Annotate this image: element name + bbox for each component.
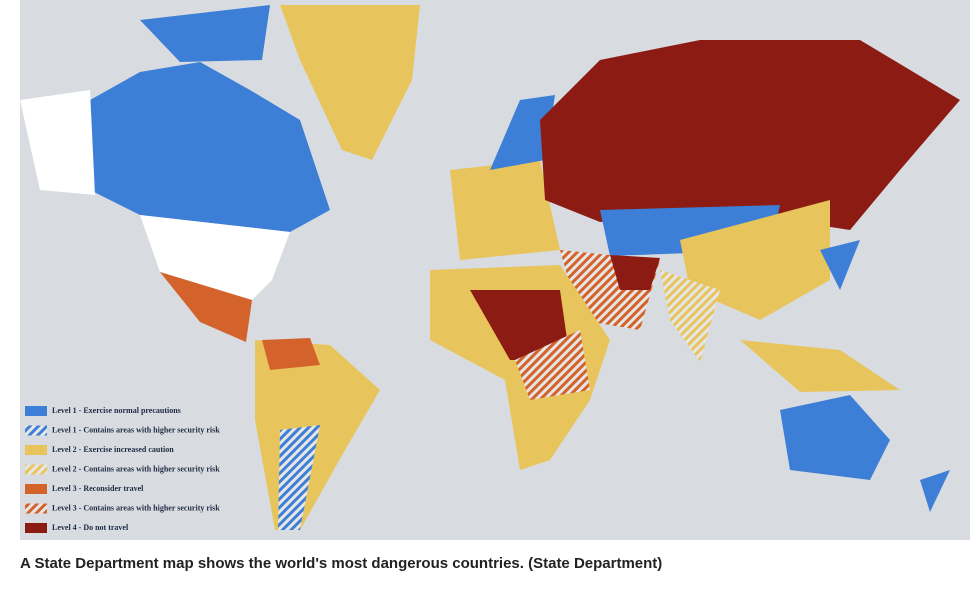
- usa: [140, 215, 290, 300]
- alaska: [20, 90, 95, 195]
- legend-swatch: [25, 425, 47, 436]
- afghanistan: [610, 255, 660, 290]
- legend-label: Level 1 - Contains areas with higher sec…: [52, 425, 220, 434]
- legend-label: Level 2 - Exercise increased caution: [52, 445, 174, 454]
- legend-swatch: [25, 484, 47, 494]
- new-zealand: [920, 470, 950, 512]
- legend-swatch: [25, 523, 47, 533]
- greenland: [280, 5, 420, 160]
- japan: [820, 240, 860, 290]
- europe: [450, 160, 560, 260]
- central-america: [160, 272, 252, 342]
- caption: A State Department map shows the world's…: [20, 555, 663, 572]
- legend-label: Level 1 - Exercise normal precautions: [52, 406, 181, 415]
- australia: [780, 395, 890, 480]
- legend-swatch: [25, 406, 47, 416]
- scandinavia: [490, 95, 555, 170]
- central-africa: [515, 330, 590, 400]
- sahel: [470, 290, 570, 360]
- world-map: Level 1 - Exercise normal precautions Lev…: [20, 0, 970, 540]
- arctic-islands: [140, 5, 270, 62]
- legend-label: Level 2 - Contains areas with higher sec…: [52, 464, 220, 473]
- venezuela: [262, 338, 320, 370]
- legend-label: Level 3 - Reconsider travel: [52, 484, 144, 493]
- canada: [90, 62, 330, 232]
- legend: Level 1 - Exercise normal precautions Lev…: [25, 406, 220, 533]
- legend-swatch: [25, 445, 47, 455]
- argentina: [278, 425, 320, 530]
- india: [660, 270, 720, 362]
- legend-swatch: [25, 464, 47, 475]
- southeast-asia: [740, 340, 900, 392]
- legend-label: Level 3 - Contains areas with higher sec…: [52, 503, 220, 512]
- legend-label: Level 4 - Do not travel: [52, 523, 129, 532]
- legend-swatch: [25, 503, 47, 514]
- russia: [540, 40, 960, 230]
